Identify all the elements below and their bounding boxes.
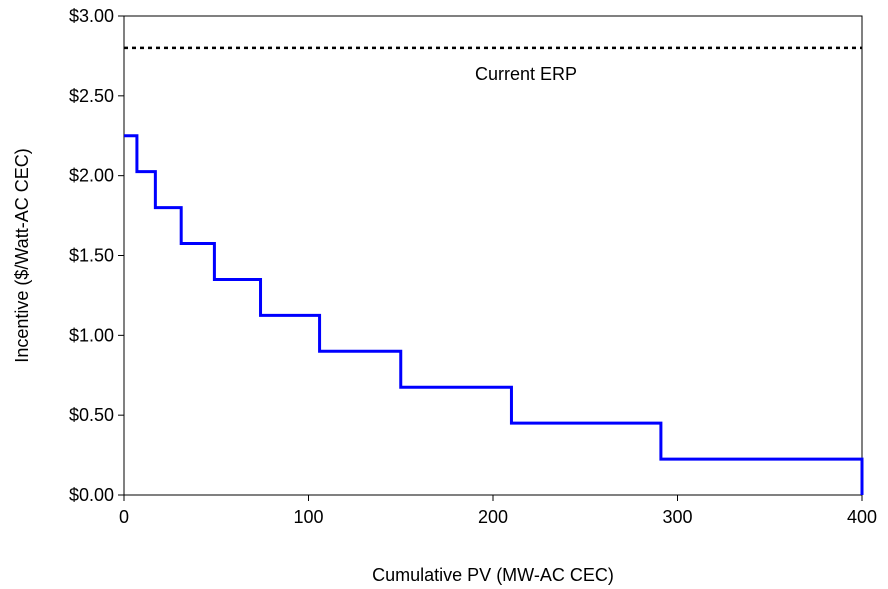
x-tick-label: 200 bbox=[478, 507, 508, 527]
incentive-step-line bbox=[124, 134, 864, 495]
y-axis-title: Incentive ($/Watt-AC CEC) bbox=[12, 148, 32, 362]
plot-area bbox=[123, 15, 863, 496]
y-tick-label: $2.00 bbox=[69, 166, 114, 186]
y-axis: $0.00 $0.50 $1.00 $1.50 $2.00 $2.50 $3.00 bbox=[69, 6, 124, 505]
series-layer bbox=[124, 134, 864, 495]
x-axis-title: Cumulative PV (MW-AC CEC) bbox=[372, 565, 614, 585]
y-tick-label: $3.00 bbox=[69, 6, 114, 26]
x-axis: 0 100 200 300 400 bbox=[119, 495, 877, 527]
x-tick-label: 0 bbox=[119, 507, 129, 527]
y-tick-label: $2.50 bbox=[69, 86, 114, 106]
y-tick-label: $1.50 bbox=[69, 246, 114, 266]
reference-line-label: Current ERP bbox=[475, 64, 577, 84]
y-tick-label: $0.00 bbox=[69, 485, 114, 505]
x-tick-label: 300 bbox=[662, 507, 692, 527]
y-tick-label: $0.50 bbox=[69, 405, 114, 425]
x-tick-label: 400 bbox=[847, 507, 877, 527]
reference-layer: Current ERP bbox=[124, 46, 862, 84]
plot-frame bbox=[123, 15, 863, 496]
x-tick-label: 100 bbox=[293, 507, 323, 527]
y-tick-label: $1.00 bbox=[69, 325, 114, 345]
